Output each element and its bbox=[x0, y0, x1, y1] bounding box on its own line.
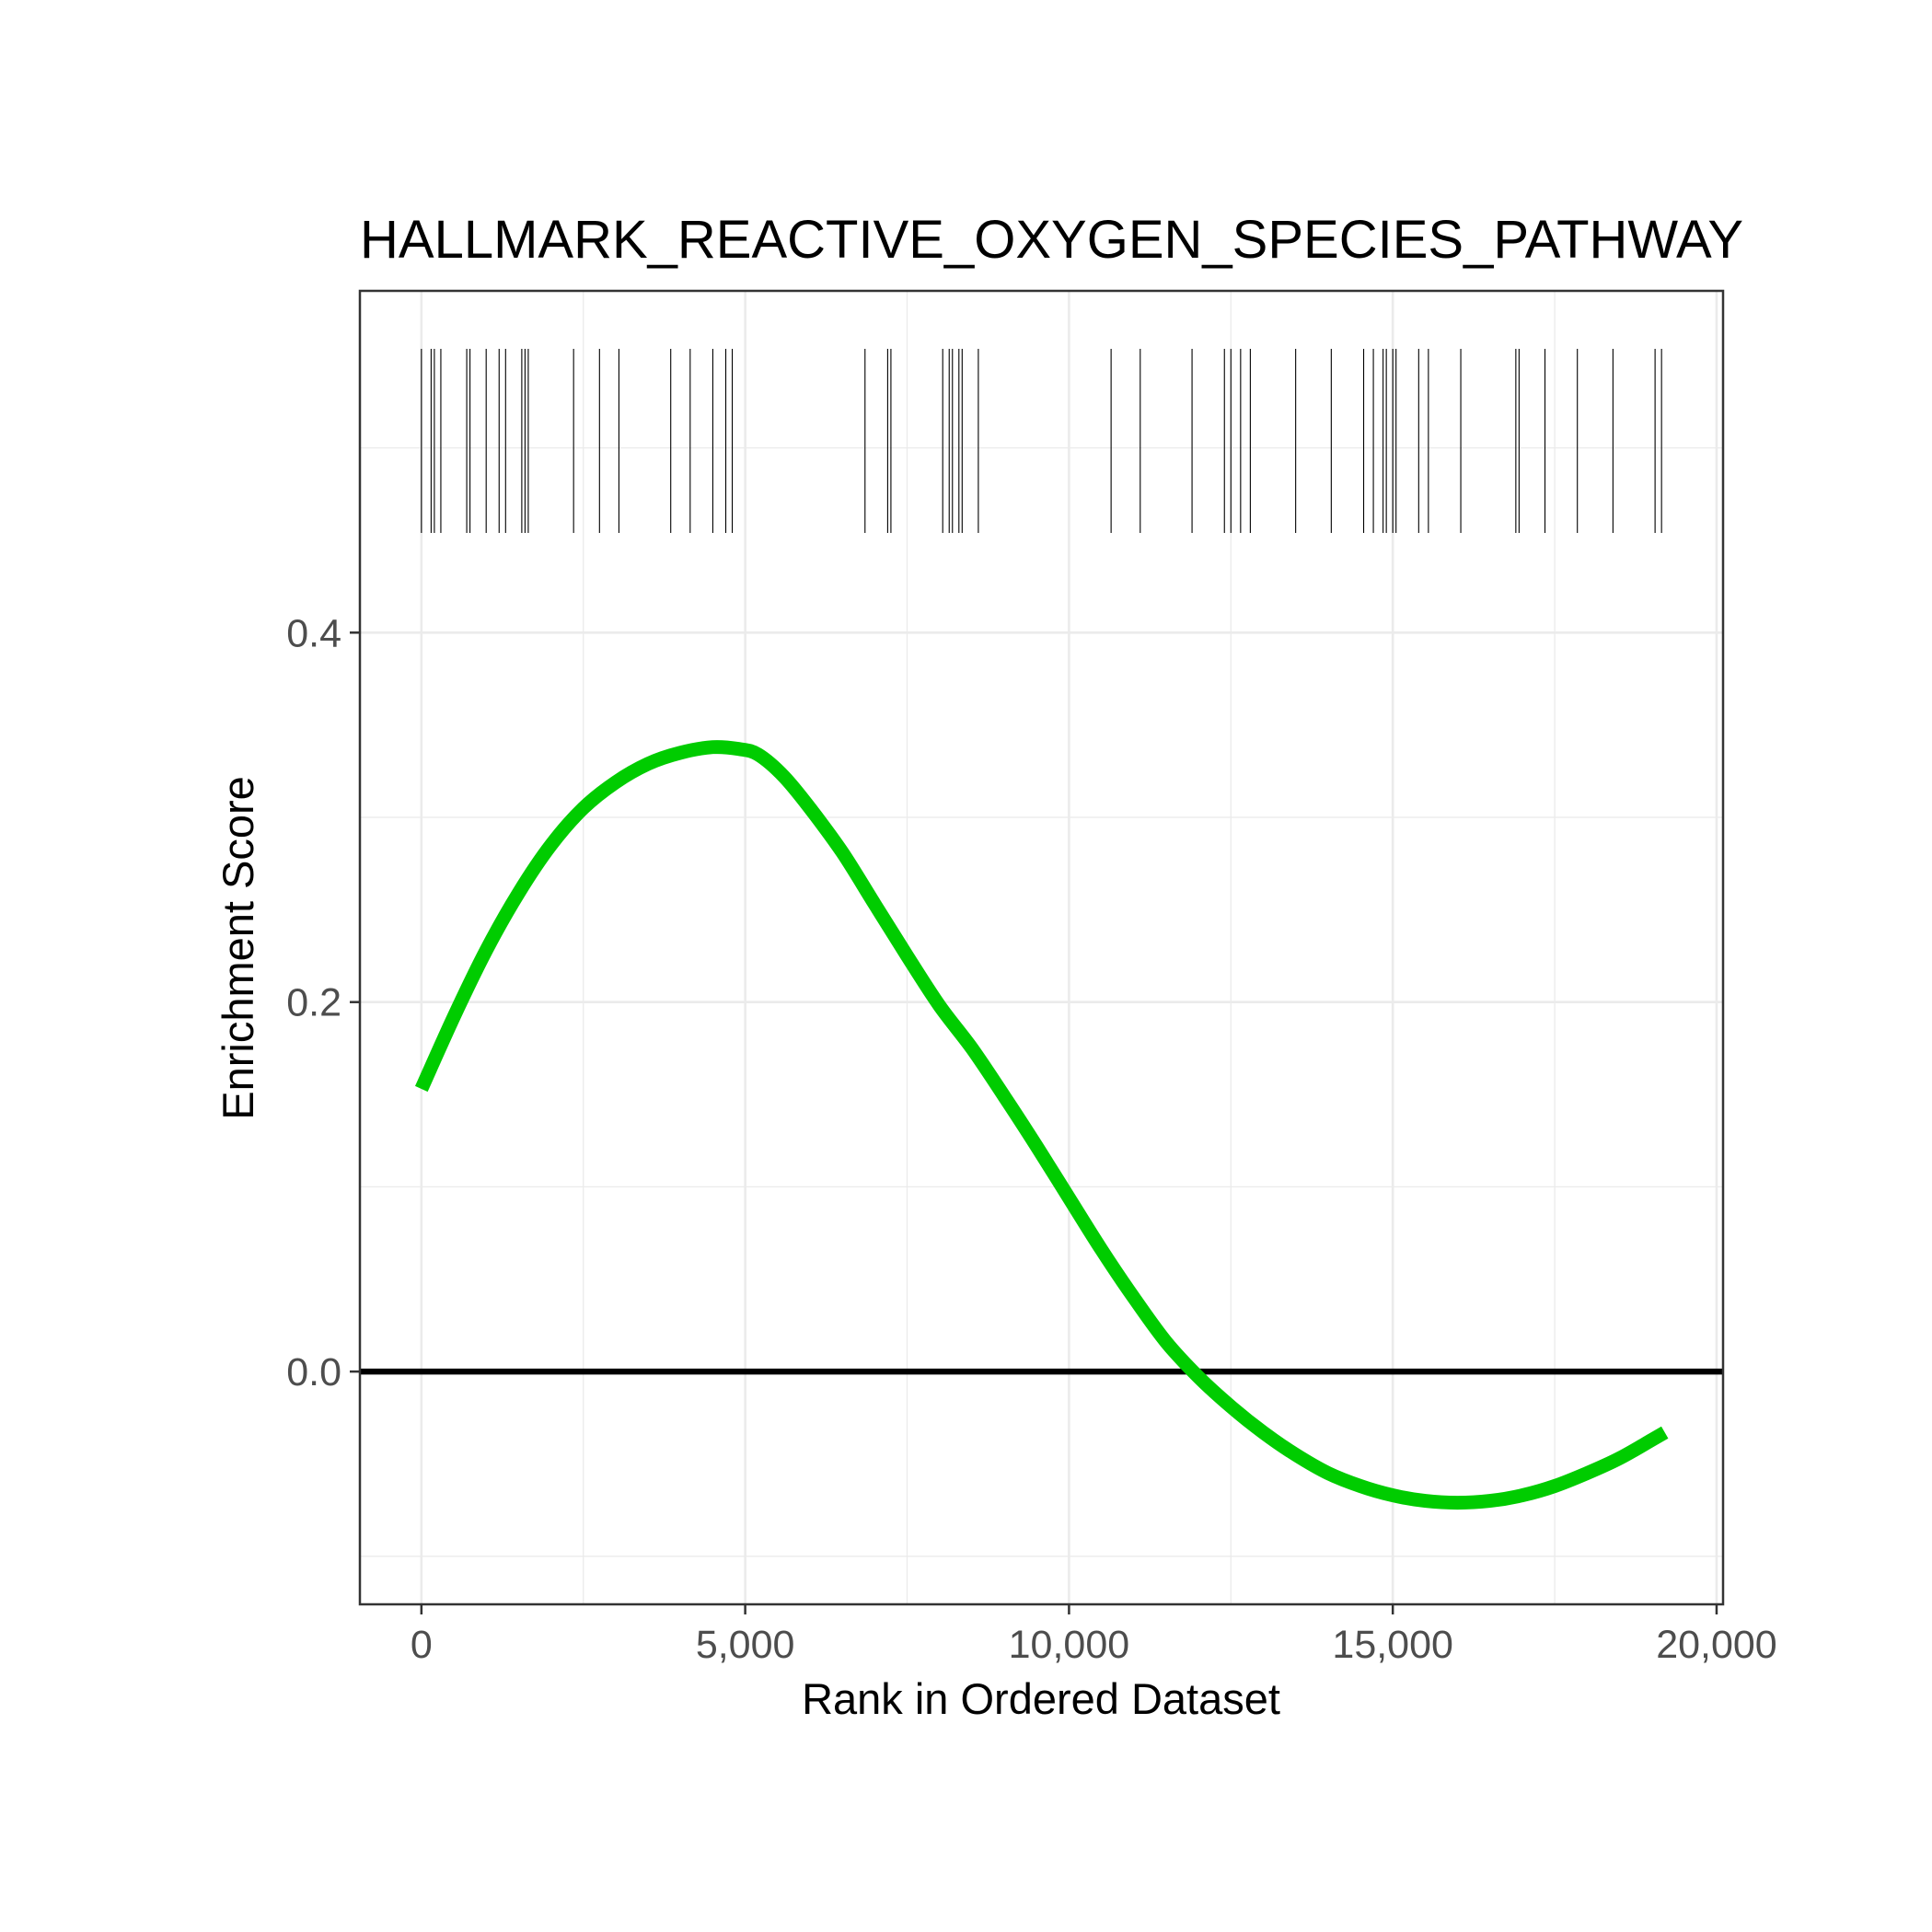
x-tick-label: 10,000 bbox=[1009, 1623, 1130, 1667]
y-tick-label: 0.4 bbox=[286, 611, 341, 655]
x-tick-label: 0 bbox=[411, 1623, 433, 1667]
x-axis-title: Rank in Ordered Dataset bbox=[802, 1674, 1280, 1723]
y-tick-label: 0.2 bbox=[286, 981, 341, 1025]
x-tick-label: 15,000 bbox=[1332, 1623, 1453, 1667]
y-tick-label: 0.0 bbox=[286, 1350, 341, 1394]
y-axis-title: Enrichment Score bbox=[214, 776, 262, 1120]
x-tick-label: 20,000 bbox=[1656, 1623, 1777, 1667]
x-tick-label: 5,000 bbox=[696, 1623, 795, 1667]
chart-title: HALLMARK_REACTIVE_OXYGEN_SPECIES_PATHWAY bbox=[360, 210, 1743, 270]
